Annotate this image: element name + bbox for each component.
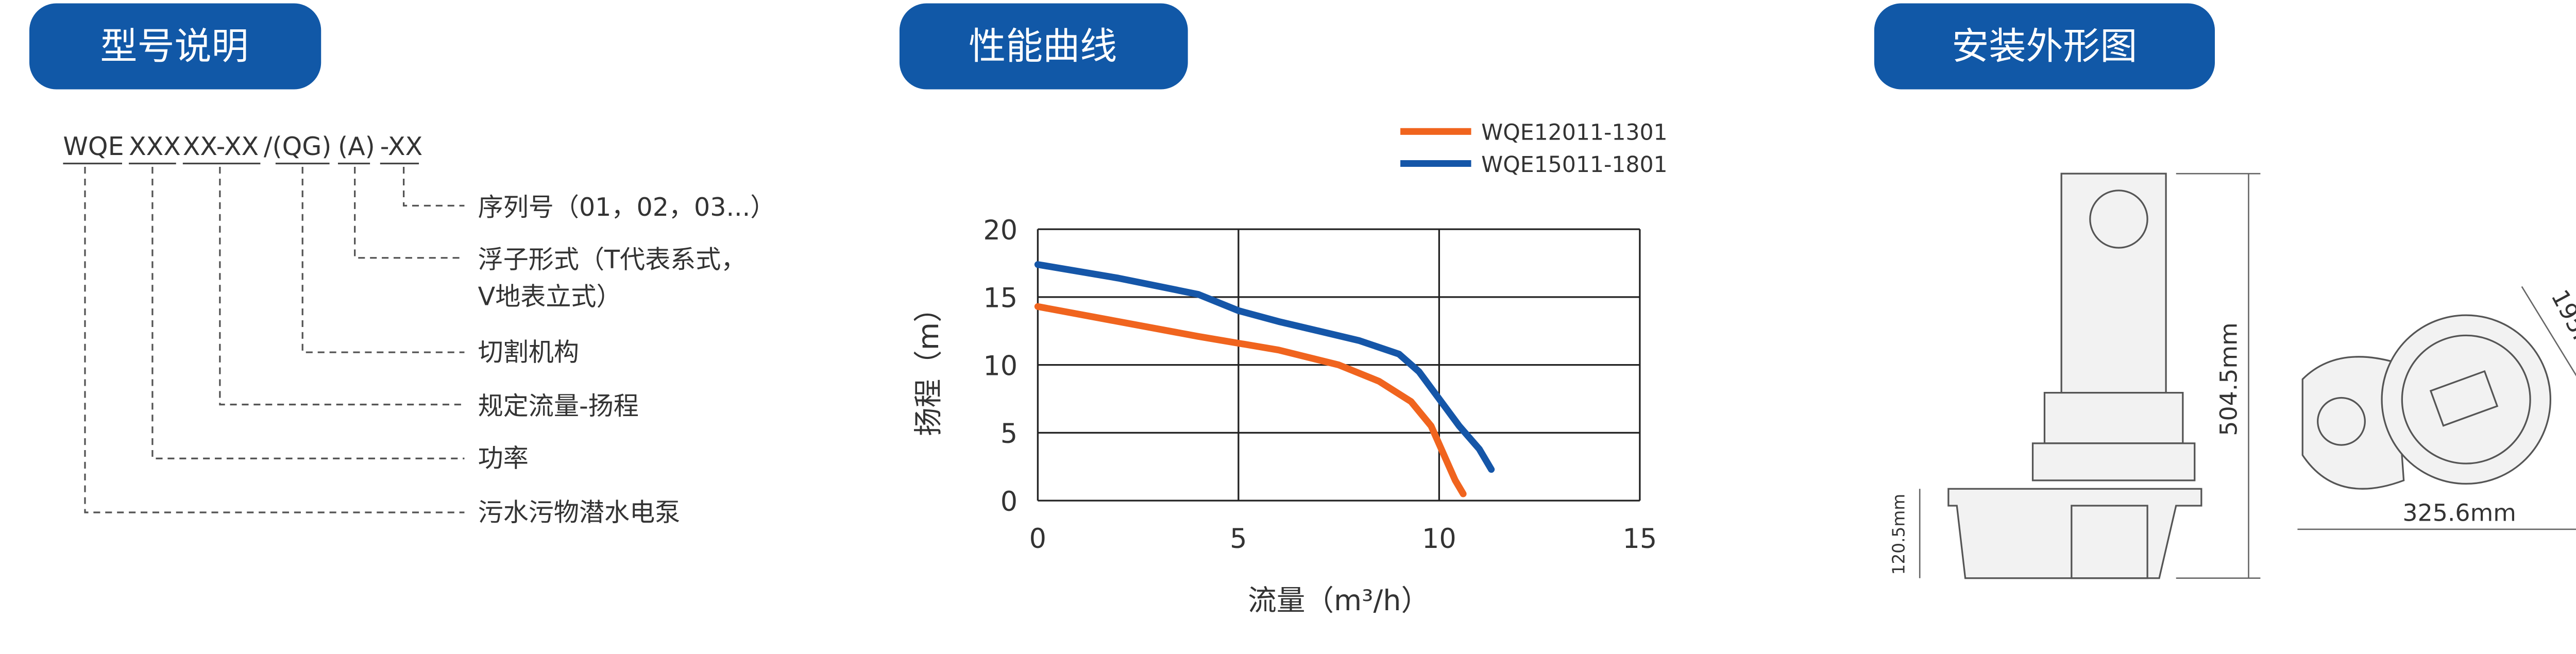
model-code: WQE XXX XX-XX /(QG) (A) -XX — [63, 131, 422, 161]
dimension-label: 195.8mm — [2546, 285, 2576, 399]
model-label: 序列号（01，02，03...） — [478, 192, 776, 222]
code-part: XX-XX — [183, 131, 259, 161]
data-line — [1034, 261, 1495, 473]
x-tick-label: 0 — [1029, 523, 1046, 555]
model-label: 浮子形式（T代表系式， — [478, 244, 747, 274]
header-title: 安装外形图 — [1952, 25, 2137, 68]
y-tick-label: 5 — [1001, 418, 1018, 450]
dimension-label: 325.6mm — [2402, 498, 2516, 526]
model-label: 功率 — [478, 443, 529, 473]
pump-top-view: 325.6mm 195.8mm — [2297, 285, 2576, 530]
y-axis-label: 扬程（m） — [912, 294, 945, 436]
x-tick-label: 10 — [1422, 523, 1456, 555]
dimension-label: 504.5mm — [2215, 322, 2243, 436]
model-label: 切割机构 — [478, 337, 579, 367]
x-axis-label: 流量（m³/h） — [1248, 584, 1430, 617]
y-tick-label: 20 — [983, 215, 1018, 246]
code-part: /(QG) — [264, 131, 331, 161]
model-label: 污水污物潜水电泵 — [478, 497, 681, 527]
y-tick-label: 0 — [1001, 486, 1018, 518]
x-tick-label: 15 — [1623, 523, 1657, 555]
header-box — [1874, 3, 2215, 90]
model-label: V地表立式） — [478, 281, 622, 311]
y-tick-label: 15 — [983, 283, 1018, 314]
x-tick-label: 5 — [1230, 523, 1247, 555]
pump-side-view: 504.5mm 120.5mm — [1889, 173, 2261, 579]
chart: 0 5 10 15 20 0 5 10 15 流量（m³/h） 扬程（m） WQE12011-1301… — [912, 121, 1667, 617]
code-part: (A) — [338, 131, 375, 161]
model-labels: 序列号（01，02，03...） 浮子形式（T代表系式， V地表立式） 切割机构… — [478, 192, 776, 527]
header-box — [29, 3, 321, 90]
data-line — [1034, 303, 1467, 497]
code-part: -XX — [380, 131, 423, 161]
dimension-label: 120.5mm — [1889, 494, 1909, 575]
legend-label: WQE12011-1301 — [1481, 121, 1667, 146]
code-part: WQE — [63, 131, 124, 161]
legend-label: WQE15011-1801 — [1481, 152, 1667, 178]
header-title: 性能曲线 — [969, 25, 1117, 68]
code-part: XXX — [129, 131, 181, 161]
header-box — [899, 3, 1188, 90]
y-tick-label: 10 — [983, 350, 1018, 382]
header-title: 型号说明 — [100, 25, 248, 68]
model-label: 规定流量-扬程 — [478, 391, 639, 421]
leader-lines — [84, 167, 465, 513]
